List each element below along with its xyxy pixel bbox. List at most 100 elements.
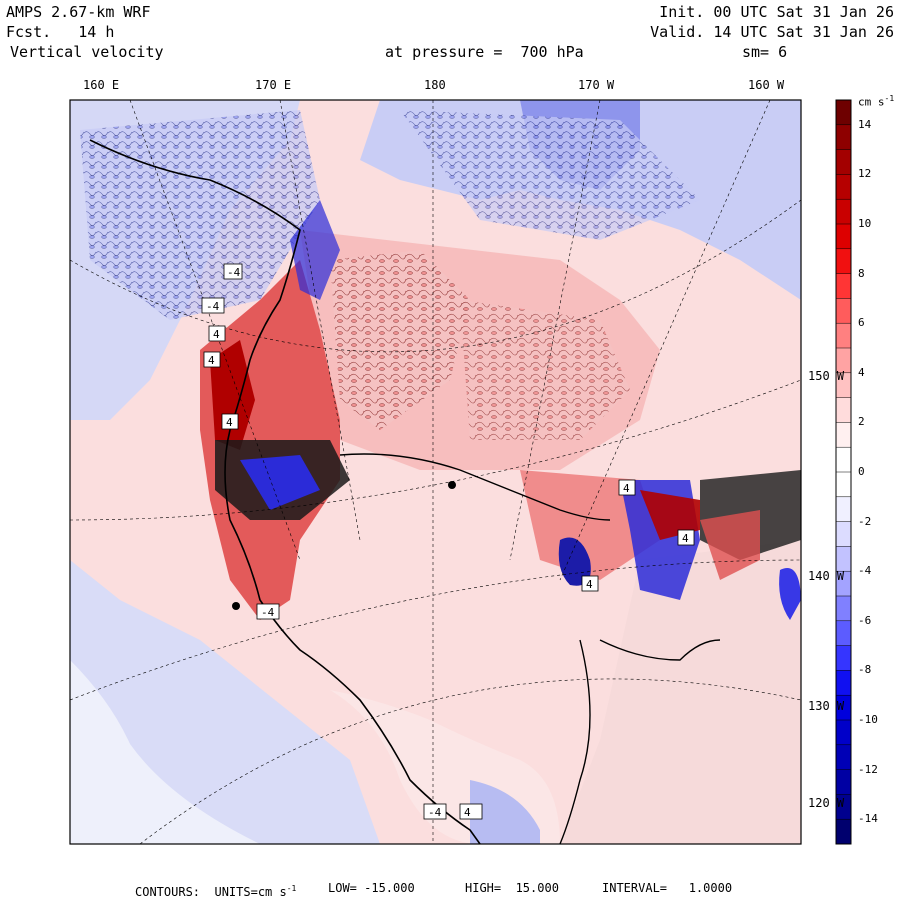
footer-high: HIGH= 15.000 (465, 881, 559, 895)
colorbar-swatch (836, 571, 851, 597)
positive-cell-far-east (700, 510, 760, 580)
colorbar-swatch (836, 645, 851, 671)
colorbar-tick-label: -14 (858, 812, 878, 826)
coastline-south (559, 639, 591, 844)
colorbar-tick-label: 4 (858, 365, 865, 379)
colorbar-swatch (836, 521, 851, 547)
colorbar-tick-label: 2 (858, 415, 865, 429)
lat-label-140w: 140 W (808, 569, 845, 583)
parallel-4 (139, 678, 801, 844)
colorbar-tick-label: 12 (858, 167, 872, 181)
colorbar-swatch (836, 620, 851, 646)
colorbar-units-text: cm s (858, 95, 885, 109)
negative-streaks-north (400, 110, 700, 240)
colorbar-swatch (836, 447, 851, 473)
lat-label-150w: 150 W (808, 369, 845, 383)
contour-label-text: -4 (206, 300, 220, 313)
graticule (70, 100, 801, 844)
lon-label-160e: 160 E (83, 78, 120, 92)
negative-cell-edge (779, 568, 801, 620)
colorbar-tick-label: -12 (858, 762, 878, 776)
colorbar-tick-label: -8 (858, 663, 872, 677)
footer-units-exp: -1 (286, 884, 297, 893)
colorbar-swatch (836, 273, 851, 299)
colorbar-swatch (836, 348, 851, 374)
contour-label-text: 4 (682, 532, 689, 545)
colorbar-swatch (836, 720, 851, 746)
lon-label-170w: 170 W (578, 78, 615, 92)
positive-cell-east (640, 490, 700, 540)
ice-shelf-light (70, 660, 260, 844)
colorbar-swatch (836, 372, 851, 398)
colorbar-units: cm s-1 (858, 94, 894, 109)
contour-label-text: -4 (428, 806, 442, 819)
footer-contours: CONTOURS: UNITS=cm s-1 (135, 880, 296, 901)
colorbar-swatch (836, 794, 851, 820)
meridian-160e (129, 100, 301, 561)
colorbar-tick-label: -4 (858, 564, 872, 578)
colorbar-tick-label: 0 (858, 465, 865, 478)
positive-streaks (330, 250, 470, 430)
contour-label-text: 4 (586, 578, 593, 591)
station-marker-1 (448, 481, 456, 489)
pressure-level: at pressure = 700 hPa (385, 43, 584, 61)
contour-label: 4 (581, 575, 599, 592)
lat-label-130w: 130 W (808, 699, 845, 713)
colorbar-swatch (836, 496, 851, 522)
colorbar-swatch (836, 819, 851, 845)
contour-label: 4 (618, 479, 636, 496)
positive-region-east (560, 540, 801, 844)
field-name: Vertical velocity (10, 43, 164, 61)
station-marker-2 (232, 602, 240, 610)
colorbar-swatch (836, 744, 851, 770)
colorbar-tick-label: -2 (858, 514, 872, 528)
lat-label-120w: 120 W (808, 796, 845, 810)
colorbar-swatch (836, 124, 851, 150)
contour-label-text: 4 (464, 806, 471, 819)
contour-label-text: -4 (261, 606, 275, 619)
contour-labels: -4 -4 4 4 4 -4 -4 4 4 4 4 (201, 263, 695, 820)
parallel-1 (70, 199, 801, 353)
map-frame (69, 99, 802, 845)
init-time: Init. 00 UTC Sat 31 Jan 26 (659, 3, 894, 21)
contour-label-text: 4 (208, 354, 215, 367)
contour-label: -4 (201, 297, 225, 314)
colorbar-units-exp: -1 (884, 94, 895, 103)
contour-label-text: -4 (227, 266, 241, 279)
colorbar-frame (835, 99, 852, 845)
contour-label: 4 (203, 351, 221, 368)
lon-label-180: 180 (424, 78, 446, 92)
coastline-east (599, 639, 721, 661)
smoothing-value: sm= 6 (742, 43, 788, 61)
colorbar-tick-label: 10 (858, 217, 872, 230)
colorbar-swatch (836, 670, 851, 696)
colorbar-swatch (836, 397, 851, 423)
positive-streaks-east (460, 300, 630, 440)
contour-label-text: 4 (213, 328, 220, 341)
negative-cell-east-1 (558, 537, 591, 586)
colorbar-tick-label: 14 (858, 117, 872, 131)
colorbar-swatch (836, 174, 851, 200)
forecast-hour: Fcst. 14 h (6, 23, 115, 41)
coastline-west (89, 139, 481, 844)
colorbar-tick-label: 8 (858, 266, 865, 280)
colorbar-tick-label: -6 (858, 613, 872, 627)
contour-label: 4 (208, 325, 226, 342)
parallel-2 (70, 379, 801, 521)
colorbar (835, 99, 852, 845)
max-positive-core (210, 340, 255, 450)
lon-label-160w: 160 W (748, 78, 785, 92)
negative-streaks-west (80, 110, 320, 320)
colorbar-swatch (836, 100, 851, 126)
colorbar-swatch (836, 422, 851, 448)
footer-low: LOW= -15.000 (328, 881, 415, 895)
colorbar-swatch (836, 323, 851, 349)
colorbar-swatch (836, 546, 851, 572)
footer-interval: INTERVAL= 1.0000 (602, 881, 733, 895)
contour-label-text: 4 (623, 482, 630, 495)
contour-label: 4 (459, 803, 483, 820)
colorbar-swatch (836, 695, 851, 721)
colorbar-tick-label: -10 (858, 713, 878, 726)
colorbar-swatch (836, 472, 851, 498)
